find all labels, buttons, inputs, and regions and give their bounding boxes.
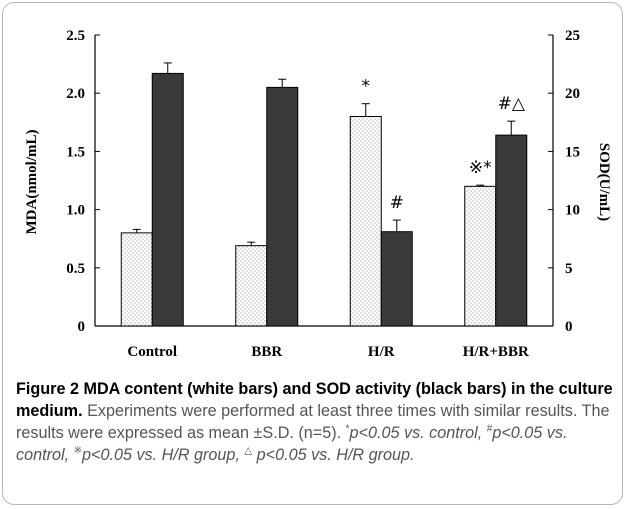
mda-bar [349, 115, 382, 327]
x-tick-label: H/R [368, 344, 395, 360]
caption-text-3: p<0.05 vs. control, [16, 424, 568, 464]
caption-mark-1: * [345, 423, 350, 435]
figure-caption: Figure 2 MDA content (white bars) and SO… [16, 378, 616, 466]
y-tick-label: 2.0 [66, 86, 85, 102]
figure-label: Figure 2 [16, 380, 79, 398]
y-axis-title: MDA(nmol/mL) [24, 130, 40, 235]
sod-bar [151, 72, 184, 327]
y2-tick-label: 15 [565, 144, 580, 160]
significance-marker: # [390, 193, 404, 213]
caption-text-2: p<0.05 vs. control, [349, 424, 487, 442]
y-tick-label: 1.5 [66, 144, 85, 160]
mda-bar [464, 185, 497, 327]
x-tick-label: Control [127, 344, 177, 360]
sod-bar [266, 86, 299, 327]
caption-mark-2: # [486, 423, 493, 435]
sod-bar [495, 134, 528, 327]
mda-bar [235, 245, 268, 327]
bar-chart: 0 0.5 1.0 1.5 2.0 2.5 0 5 10 15 20 25 Control BBR H/R H… [24, 28, 612, 360]
y2-tick-label: 20 [565, 86, 580, 102]
y-tick-label: 1.0 [66, 203, 85, 219]
y2-tick-label: 0 [565, 319, 573, 335]
y2-tick-label: 25 [565, 28, 580, 44]
sod-bar [380, 231, 413, 327]
x-tick-label: H/R+BBR [463, 344, 529, 360]
significance-marker: * [362, 77, 371, 97]
caption-text-5: p<0.05 vs. H/R group. [252, 446, 415, 464]
y-tick-label: 2.5 [66, 28, 85, 44]
y2-axis-title: SOD(U/mL) [596, 143, 612, 221]
significance-marker: #△ [498, 94, 526, 114]
y2-tick-label: 10 [565, 203, 580, 219]
plot-area: 0 0.5 1.0 1.5 2.0 2.5 0 5 10 15 20 25 Control BBR H/R H… [66, 28, 580, 360]
figure-title: MDA content (white bars) and SOD activit… [16, 380, 613, 420]
caption-text-4: p<0.05 vs. H/R group, [81, 446, 245, 464]
y-tick-label: 0 [78, 319, 86, 335]
x-tick-label: BBR [251, 344, 282, 360]
caption-mark-3: ※ [73, 445, 82, 457]
mda-bar [120, 232, 153, 327]
significance-marker: ※* [469, 158, 492, 178]
y-tick-label: 0.5 [66, 261, 85, 277]
y2-tick-label: 5 [565, 261, 573, 277]
caption-text-1: Experiments were performed at least thre… [16, 402, 610, 442]
caption-mark-4: △ [244, 445, 253, 457]
